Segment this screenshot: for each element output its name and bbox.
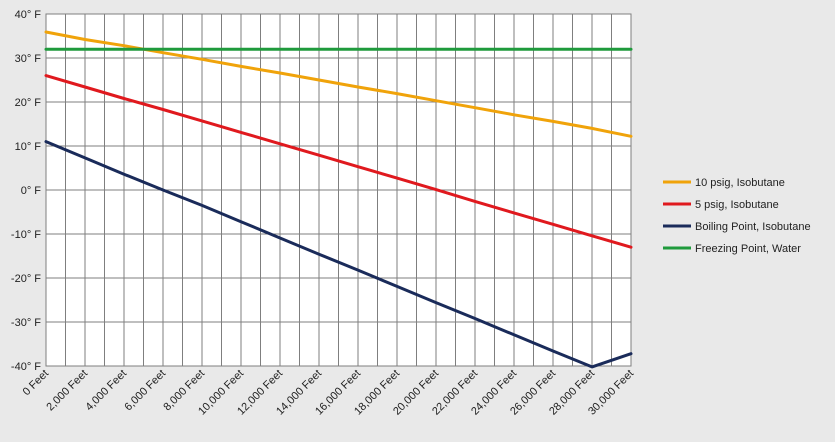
legend-label: Boiling Point, Isobutane [695, 221, 811, 233]
plot-border [45, 13, 632, 367]
y-tick-label: 0° F [21, 185, 42, 197]
legend-label: 5 psig, Isobutane [695, 199, 779, 211]
legend-label: Freezing Point, Water [695, 243, 801, 255]
series-line-2 [44, 74, 633, 249]
y-tick-label: 30° F [15, 53, 42, 65]
y-tick-label: 10° F [15, 141, 42, 153]
x-tick-label: 6,000 Feet [122, 368, 168, 414]
y-tick-label: 20° F [15, 97, 42, 109]
y-tick-label: -20° F [11, 273, 41, 285]
y-tick-label: -10° F [11, 229, 41, 241]
x-tick-label: 2,000 Feet [44, 368, 90, 414]
x-tick-label: 4,000 Feet [83, 368, 129, 414]
y-tick-label: 40° F [15, 9, 42, 21]
series-line-3 [44, 140, 633, 369]
y-tick-label: -30° F [11, 317, 41, 329]
legend-label: 10 psig, Isobutane [695, 177, 785, 189]
y-tick-label: -40° F [11, 361, 41, 373]
